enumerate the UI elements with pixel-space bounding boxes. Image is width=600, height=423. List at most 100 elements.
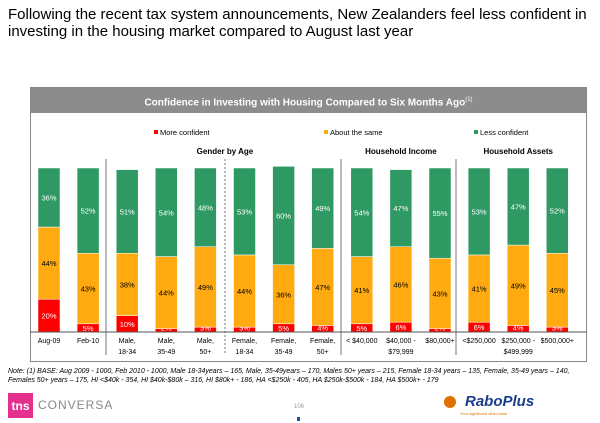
chart-frame: Confidence in Investing with Housing Com… bbox=[30, 87, 587, 362]
data-label-12-0: 4% bbox=[513, 324, 524, 333]
category-label-3-line2: 35-49 bbox=[157, 349, 175, 356]
data-label-2-2: 51% bbox=[120, 207, 135, 216]
data-label-1-1: 43% bbox=[81, 285, 96, 294]
bar-8-2 bbox=[350, 167, 374, 257]
bar-4-2 bbox=[194, 167, 217, 247]
data-label-11-0: 6% bbox=[474, 323, 485, 332]
data-label-1-0: 5% bbox=[83, 324, 94, 333]
category-label-2: Male, bbox=[119, 338, 136, 345]
chart-title-bar: Confidence in Investing with Housing Com… bbox=[31, 88, 586, 113]
data-label-1-2: 52% bbox=[81, 207, 96, 216]
bar-5-2 bbox=[233, 167, 256, 256]
bar-3-2 bbox=[155, 167, 178, 257]
data-label-2-0: 10% bbox=[120, 320, 135, 329]
bar-13-2 bbox=[546, 167, 569, 254]
category-label-8: < $40,000 bbox=[346, 338, 377, 345]
bar-6-2 bbox=[272, 166, 295, 266]
data-label-9-1: 46% bbox=[393, 280, 408, 289]
category-label-6: Female, bbox=[271, 338, 296, 345]
legend-label-1: About the same bbox=[330, 128, 383, 137]
data-label-3-1: 44% bbox=[159, 289, 174, 298]
data-label-13-2: 52% bbox=[550, 207, 565, 216]
category-label-12-line2: $499,999 bbox=[504, 349, 533, 356]
data-label-5-0: 3% bbox=[239, 324, 250, 333]
category-label-4: Male, bbox=[197, 338, 214, 345]
data-label-4-0: 3% bbox=[200, 324, 211, 333]
raboplus-tagline: Your significant other bank bbox=[460, 411, 507, 416]
data-label-5-1: 44% bbox=[237, 287, 252, 296]
group-header-2: Household Assets bbox=[483, 147, 553, 156]
category-label-5: Female, bbox=[232, 338, 257, 345]
category-label-7: Female, bbox=[310, 338, 335, 345]
data-label-12-1: 49% bbox=[511, 281, 526, 290]
legend-label-2: Less confident bbox=[480, 128, 529, 137]
legend-swatch-0 bbox=[154, 130, 158, 134]
data-label-7-2: 49% bbox=[315, 204, 330, 213]
category-label-6-line2: 35-49 bbox=[275, 349, 293, 356]
data-label-9-2: 47% bbox=[393, 204, 408, 213]
data-label-0-1: 44% bbox=[41, 259, 56, 268]
data-label-13-0: 3% bbox=[552, 324, 563, 333]
tns-logo: tns bbox=[8, 393, 33, 418]
bar-10-2 bbox=[428, 167, 452, 259]
category-label-10: $80,000+ bbox=[425, 338, 454, 345]
data-label-2-1: 38% bbox=[120, 280, 135, 289]
bar-1-2 bbox=[76, 167, 100, 254]
data-label-6-2: 60% bbox=[276, 212, 291, 221]
bar-7-2 bbox=[311, 167, 334, 249]
conversa-logo-text: CONVERSA bbox=[38, 398, 114, 412]
legend-label-0: More confident bbox=[160, 128, 211, 137]
slide-headline: Following the recent tax system announce… bbox=[8, 6, 587, 40]
data-label-12-2: 47% bbox=[511, 203, 526, 212]
data-label-7-1: 47% bbox=[315, 283, 330, 292]
category-label-1: Feb-10 bbox=[77, 338, 99, 345]
category-label-7-line2: 50+ bbox=[317, 349, 329, 356]
chart-title-footnote: (1) bbox=[465, 97, 473, 103]
category-label-4-line2: 50+ bbox=[199, 349, 211, 356]
slide-marker bbox=[297, 417, 300, 421]
data-label-0-2: 36% bbox=[41, 194, 56, 203]
chart-title: Confidence in Investing with Housing Com… bbox=[144, 97, 466, 109]
category-label-11: <$250,000 bbox=[462, 338, 495, 345]
data-label-0-0: 20% bbox=[41, 312, 56, 321]
data-label-7-0: 4% bbox=[317, 324, 328, 333]
stacked-bar-chart: More confident About the same Less confide… bbox=[30, 128, 587, 356]
data-label-4-1: 49% bbox=[198, 283, 213, 292]
data-label-9-0: 6% bbox=[395, 323, 406, 332]
data-label-8-0: 5% bbox=[356, 324, 367, 333]
data-label-13-1: 45% bbox=[550, 286, 565, 295]
data-label-3-2: 54% bbox=[159, 208, 174, 217]
category-label-3: Male, bbox=[158, 338, 175, 345]
bar-9-2 bbox=[389, 169, 413, 247]
category-label-9: $40,000 - bbox=[386, 338, 416, 345]
category-label-5-line2: 18-34 bbox=[236, 349, 254, 356]
bar-2-2 bbox=[115, 169, 139, 254]
data-label-6-1: 36% bbox=[276, 290, 291, 299]
group-header-1: Household Income bbox=[365, 147, 437, 156]
bar-12-2 bbox=[506, 167, 530, 246]
data-label-10-2: 55% bbox=[432, 209, 447, 218]
rabobank-icon bbox=[444, 396, 456, 408]
bar-11-2 bbox=[467, 167, 491, 256]
data-label-10-1: 43% bbox=[432, 289, 447, 298]
data-label-8-2: 54% bbox=[354, 208, 369, 217]
data-label-6-0: 5% bbox=[278, 324, 289, 333]
data-label-4-2: 48% bbox=[198, 203, 213, 212]
category-label-13: $500,000+ bbox=[541, 338, 574, 345]
raboplus-logo: RaboPlus bbox=[465, 393, 535, 410]
group-header-0: Gender by Age bbox=[197, 147, 254, 156]
category-label-2-line2: 18-34 bbox=[118, 349, 136, 356]
category-label-12: $250,000 - bbox=[501, 338, 535, 345]
data-label-11-2: 53% bbox=[472, 207, 487, 216]
legend-swatch-2 bbox=[474, 130, 478, 134]
page-number: 106 bbox=[294, 404, 305, 410]
footnote: Note: (1) BASE: Aug 2009 - 1000, Feb 201… bbox=[8, 368, 570, 384]
data-label-5-2: 53% bbox=[237, 207, 252, 216]
data-label-11-1: 41% bbox=[472, 285, 487, 294]
category-label-0: Aug-09 bbox=[38, 338, 61, 345]
category-label-9-line2: $79,999 bbox=[388, 349, 413, 356]
legend-swatch-1 bbox=[324, 130, 328, 134]
data-label-8-1: 41% bbox=[354, 286, 369, 295]
bar-0-2 bbox=[37, 167, 61, 228]
